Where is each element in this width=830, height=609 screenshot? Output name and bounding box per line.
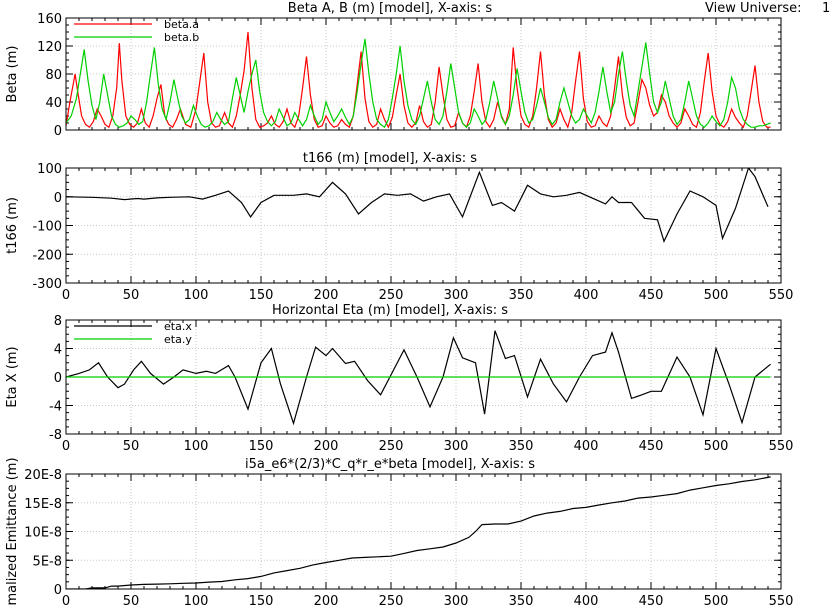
x-tick-label: 300 <box>444 439 469 454</box>
x-tick-label: 550 <box>769 288 794 303</box>
x-tick-label: 50 <box>123 439 140 454</box>
x-tick-label: 450 <box>639 594 664 609</box>
y-tick-label: 0 <box>54 583 62 598</box>
chart-beta: Beta A, B (m) [model], X-axis: s Beta (m)… <box>5 1 782 139</box>
x-tick-label: 550 <box>769 439 794 454</box>
y-tick-label: 0 <box>54 371 62 386</box>
y-axis-label-eta: Eta X (m) <box>5 346 20 407</box>
x-tick-label: 350 <box>509 439 534 454</box>
y-tick-label: -200 <box>32 248 62 263</box>
view-universe-value: 1 <box>822 1 830 16</box>
x-tick-label: 300 <box>444 288 469 303</box>
chart-title-t166: t166 (m) [model], X-axis: s <box>303 151 477 166</box>
x-tick-label: 400 <box>574 594 599 609</box>
x-tick-label: 150 <box>249 288 274 303</box>
legend-label: eta.x <box>164 320 192 333</box>
x-tick-label: 200 <box>314 439 339 454</box>
y-tick-label: 4 <box>54 343 62 358</box>
x-tick-label: 250 <box>379 439 404 454</box>
x-tick-label: 0 <box>62 288 70 303</box>
y-tick-label: 8 <box>54 314 62 329</box>
chart-title-beta: Beta A, B (m) [model], X-axis: s <box>288 1 493 16</box>
x-tick-label: 350 <box>509 288 534 303</box>
x-tick-label: 400 <box>574 439 599 454</box>
x-tick-label: 100 <box>184 439 209 454</box>
y-tick-label: -100 <box>32 220 62 235</box>
x-tick-label: 450 <box>639 439 664 454</box>
y-tick-label: -4 <box>49 400 62 415</box>
y-tick-label: 80 <box>45 68 62 83</box>
y-tick-label: 20E-8 <box>24 468 62 483</box>
x-tick-label: 100 <box>184 594 209 609</box>
x-tick-label: 250 <box>379 594 404 609</box>
x-tick-label: 50 <box>123 288 140 303</box>
series-line-emittance-0 <box>66 476 771 589</box>
chart-t166: t166 (m) [model], X-axis: s t166 (m) 0 50 10… <box>5 151 793 303</box>
x-tick-label: 450 <box>639 288 664 303</box>
x-tick-label: 200 <box>314 288 339 303</box>
y-axis-label-t166: t166 (m) <box>5 197 20 254</box>
y-tick-label: 40 <box>45 96 62 111</box>
x-tick-label: 500 <box>704 594 729 609</box>
y-tick-label: 5E-8 <box>33 554 62 569</box>
x-tick-label: 50 <box>123 594 140 609</box>
x-tick-label: 200 <box>314 594 339 609</box>
y-tick-label: -8 <box>49 428 62 443</box>
series-line-eta-0 <box>66 330 771 426</box>
chart-title-eta: Horizontal Eta (m) [model], X-axis: s <box>272 303 508 318</box>
y-tick-label: 120 <box>37 40 62 55</box>
chart-eta: Horizontal Eta (m) [model], X-axis: s Eta… <box>5 303 793 454</box>
series-line-t166-0 <box>66 168 769 243</box>
x-tick-label: 100 <box>184 288 209 303</box>
x-tick-label: 550 <box>769 594 794 609</box>
y-tick-label: -300 <box>32 277 62 292</box>
plot-frame <box>65 473 782 590</box>
y-tick-label: 160 <box>37 12 62 27</box>
plot-frame <box>65 17 782 131</box>
charts-group: Beta A, B (m) [model], X-axis: s Beta (m)… <box>5 1 793 609</box>
plot-frame <box>65 319 782 435</box>
y-axis-label-beta: Beta (m) <box>5 46 20 103</box>
y-tick-label: 10E-8 <box>24 526 62 541</box>
y-axis-label-emittance: malized Emittance (m) <box>5 457 20 605</box>
y-tick-label: 15E-8 <box>24 497 62 512</box>
y-tick-label: 100 <box>37 162 62 177</box>
plot-frame <box>65 167 782 284</box>
x-tick-label: 400 <box>574 288 599 303</box>
legend-label: beta.b <box>164 31 199 44</box>
view-universe-label: View Universe: <box>705 1 802 16</box>
y-tick-label: 0 <box>54 191 62 206</box>
x-tick-label: 0 <box>62 594 70 609</box>
x-tick-label: 500 <box>704 439 729 454</box>
x-tick-label: 350 <box>509 594 534 609</box>
legend-label: eta.y <box>164 333 192 346</box>
chart-emittance: i5a_e6*(2/3)*C_q*r_e*beta [model], X-axi… <box>5 457 793 609</box>
x-tick-label: 300 <box>444 594 469 609</box>
series-line-beta-1 <box>66 38 771 129</box>
x-tick-label: 250 <box>379 288 404 303</box>
x-tick-label: 150 <box>249 594 274 609</box>
x-tick-label: 0 <box>62 439 70 454</box>
legend-label: beta.a <box>164 18 199 31</box>
y-tick-label: 0 <box>54 124 62 139</box>
x-tick-label: 500 <box>704 288 729 303</box>
chart-title-emittance: i5a_e6*(2/3)*C_q*r_e*beta [model], X-axi… <box>245 457 535 472</box>
x-tick-label: 150 <box>249 439 274 454</box>
